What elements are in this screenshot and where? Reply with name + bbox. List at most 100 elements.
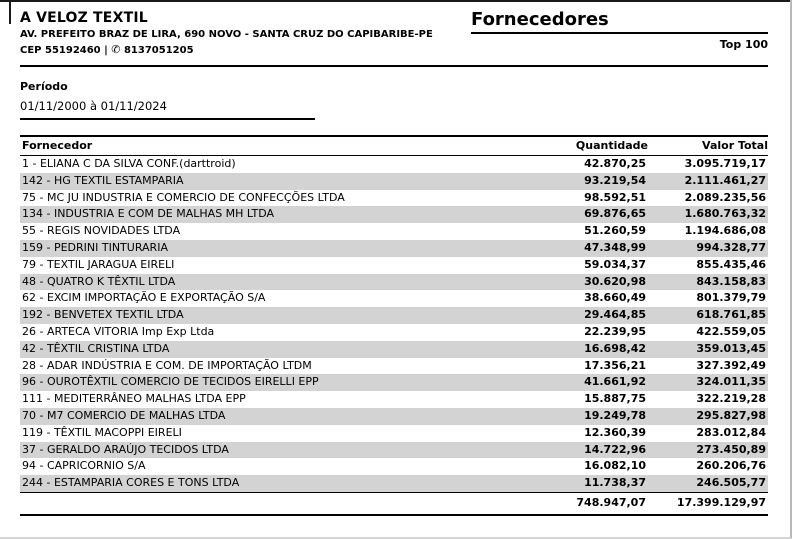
supplier-cell: 111 - MEDITERRÂNEO MALHAS LTDA EPP <box>22 392 246 406</box>
quantity-cell: 30.620,98 <box>584 274 646 288</box>
quantity-cell: 11.738,37 <box>584 476 646 490</box>
value-cell: 1.680.763,32 <box>684 207 766 221</box>
table-row: 28 - ADAR INDÚSTRIA E COM. DE IMPORTAÇÃO… <box>20 358 768 375</box>
report-title-block: Fornecedores Top 100 <box>471 10 768 51</box>
supplier-cell: 55 - REGIS NOVIDADES LTDA <box>22 224 181 238</box>
period-label: Período <box>20 80 68 93</box>
supplier-cell: 79 - TEXTIL JARAGUA EIRELI <box>22 257 175 271</box>
value-cell: 260.206,76 <box>696 459 766 473</box>
supplier-cell: 94 - CAPRICORNIO S/A <box>22 459 146 473</box>
window-top-border <box>0 0 790 2</box>
period-value: 01/11/2000 à 01/11/2024 <box>20 99 167 113</box>
table-row: 37 - GERALDO ARAÚJO TECIDOS LTDA 14.722,9… <box>20 441 768 459</box>
table-row: 244 - ESTAMPARIA CORES E TONS LTDA 11.738… <box>20 475 768 493</box>
supplier-cell: 142 - HG TEXTIL ESTAMPARIA <box>22 173 184 187</box>
value-cell: 618.761,85 <box>696 308 766 322</box>
report-title: Fornecedores <box>471 10 768 34</box>
column-fornecedor: Fornecedor <box>20 135 468 156</box>
supplier-cell: 159 - PEDRINI TINTURARIA <box>22 240 168 254</box>
table-row: 159 - PEDRINI TINTURARIA 47.348,99 994.328… <box>20 239 768 257</box>
quantity-cell: 16.698,42 <box>584 341 646 355</box>
report-page: A VELOZ TEXTIL AV. PREFEITO BRAZ DE LIRA… <box>20 10 768 516</box>
supplier-cell: 119 - TÊXTIL MACOPPI EIRELI <box>22 425 182 439</box>
quantity-cell: 69.876,65 <box>584 207 646 221</box>
column-quantidade: Quantidade <box>468 135 648 156</box>
table-row: 134 - INDUSTRIA E COM DE MALHAS MH LTDA 6… <box>20 206 768 224</box>
value-cell: 283.012,84 <box>696 425 766 439</box>
company-cep-phone: CEP 55192460 | ✆ 8137051205 <box>20 43 471 56</box>
quantity-cell: 12.360,39 <box>584 425 646 439</box>
supplier-cell: 42 - TÊXTIL CRISTINA LTDA <box>22 341 170 355</box>
total-valor: 17.399.129,97 <box>648 491 768 516</box>
window-left-border <box>9 0 11 24</box>
table-row: 70 - M7 COMERCIO DE MALHAS LTDA 19.249,78… <box>20 407 768 425</box>
table-row: 62 - EXCIM IMPORTAÇÃO E EXPORTAÇÃO S/A 38… <box>20 290 768 307</box>
report-header: A VELOZ TEXTIL AV. PREFEITO BRAZ DE LIRA… <box>20 10 768 56</box>
quantity-cell: 47.348,99 <box>584 240 646 254</box>
company-name: A VELOZ TEXTIL <box>20 10 148 26</box>
value-cell: 327.392,49 <box>696 358 766 372</box>
cep-text: CEP 55192460 | <box>20 45 108 56</box>
table-row: 75 - MC JU INDUSTRIA E COMERCIO DE CONFE… <box>20 190 768 207</box>
supplier-cell: 244 - ESTAMPARIA CORES E TONS LTDA <box>22 476 240 490</box>
supplier-cell: 37 - GERALDO ARAÚJO TECIDOS LTDA <box>22 442 229 456</box>
column-valor-total: Valor Total <box>648 135 768 156</box>
company-address: AV. PREFEITO BRAZ DE LIRA, 690 NOVO - SA… <box>20 29 433 40</box>
quantity-cell: 14.722,96 <box>584 442 646 456</box>
phone-icon: ✆ <box>111 43 121 56</box>
table-row: 55 - REGIS NOVIDADES LTDA 51.260,59 1.194.… <box>20 223 768 240</box>
value-cell: 322.219,28 <box>696 392 766 406</box>
quantity-cell: 22.239,95 <box>584 324 646 338</box>
quantity-cell: 29.464,85 <box>584 308 646 322</box>
value-cell: 295.827,98 <box>696 408 766 422</box>
table-row: 96 - OUROTÊXTIL COMERCIO DE TECIDOS EIRE… <box>20 374 768 392</box>
total-quantidade: 748.947,07 <box>468 491 648 516</box>
table-row: 48 - QUATRO K TÊXTIL LTDA 30.620,98 843.15… <box>20 273 768 291</box>
value-cell: 1.194.686,08 <box>684 224 766 238</box>
quantity-cell: 15.887,75 <box>584 392 646 406</box>
table-row: 42 - TÊXTIL CRISTINA LTDA 16.698,42 359.01… <box>20 340 768 358</box>
supplier-cell: 134 - INDUSTRIA E COM DE MALHAS MH LTDA <box>22 207 275 221</box>
quantity-cell: 93.219,54 <box>584 173 646 187</box>
table-row: 192 - BENVETEX TEXTIL LTDA 29.464,85 618.7… <box>20 307 768 324</box>
table-row: 26 - ARTECA VITORIA Imp Exp Ltda 22.239,9… <box>20 324 768 341</box>
quantity-cell: 42.870,25 <box>584 157 646 170</box>
table-header-row: Fornecedor Quantidade Valor Total <box>20 135 768 156</box>
value-cell: 855.435,46 <box>696 257 766 271</box>
quantity-cell: 17.356,21 <box>584 358 646 372</box>
table-row: 79 - TEXTIL JARAGUA EIRELI 59.034,37 855.4… <box>20 257 768 274</box>
quantity-cell: 16.082,10 <box>584 459 646 473</box>
value-cell: 994.328,77 <box>696 240 766 254</box>
quantity-cell: 19.249,78 <box>584 408 646 422</box>
value-cell: 2.089.235,56 <box>684 190 766 204</box>
table-header: Fornecedor Quantidade Valor Total <box>20 135 768 156</box>
quantity-cell: 59.034,37 <box>584 257 646 271</box>
supplier-cell: 75 - MC JU INDUSTRIA E COMERCIO DE CONFE… <box>22 190 345 204</box>
table-row: 94 - CAPRICORNIO S/A 16.082,10 260.206,76 <box>20 458 768 475</box>
value-cell: 3.095.719,17 <box>684 157 766 170</box>
quantity-cell: 98.592,51 <box>584 190 646 204</box>
value-cell: 2.111.461,27 <box>684 173 766 187</box>
supplier-cell: 96 - OUROTÊXTIL COMERCIO DE TECIDOS EIRE… <box>22 375 319 389</box>
supplier-cell: 192 - BENVETEX TEXTIL LTDA <box>22 308 184 322</box>
report-subtitle: Top 100 <box>719 38 768 51</box>
totals-spacer <box>20 491 468 516</box>
value-cell: 422.559,05 <box>696 324 766 338</box>
value-cell: 273.450,89 <box>696 442 766 456</box>
quantity-cell: 51.260,59 <box>584 224 646 238</box>
value-cell: 359.013,45 <box>696 341 766 355</box>
value-cell: 246.505,77 <box>696 476 766 490</box>
period-field: 01/11/2000 à 01/11/2024 <box>20 93 315 120</box>
value-cell: 843.158,83 <box>696 274 766 288</box>
quantity-cell: 38.660,49 <box>584 291 646 305</box>
table-row: 111 - MEDITERRÂNEO MALHAS LTDA EPP 15.887… <box>20 391 768 408</box>
supplier-cell: 70 - M7 COMERCIO DE MALHAS LTDA <box>22 408 226 422</box>
totals-row: 748.947,07 17.399.129,97 <box>20 491 768 516</box>
suppliers-table: Fornecedor Quantidade Valor Total 1 - EL… <box>20 135 768 516</box>
value-cell: 801.379,79 <box>696 291 766 305</box>
phone-number: 8137051205 <box>123 45 194 56</box>
header-divider <box>20 65 768 67</box>
table-row: 142 - HG TEXTIL ESTAMPARIA 93.219,54 2.111… <box>20 172 768 190</box>
table-row: 1 - ELIANA C DA SILVA CONF.(darttroid) 42… <box>20 156 768 173</box>
table-row: 119 - TÊXTIL MACOPPI EIRELI 12.360,39 283.… <box>20 425 768 442</box>
